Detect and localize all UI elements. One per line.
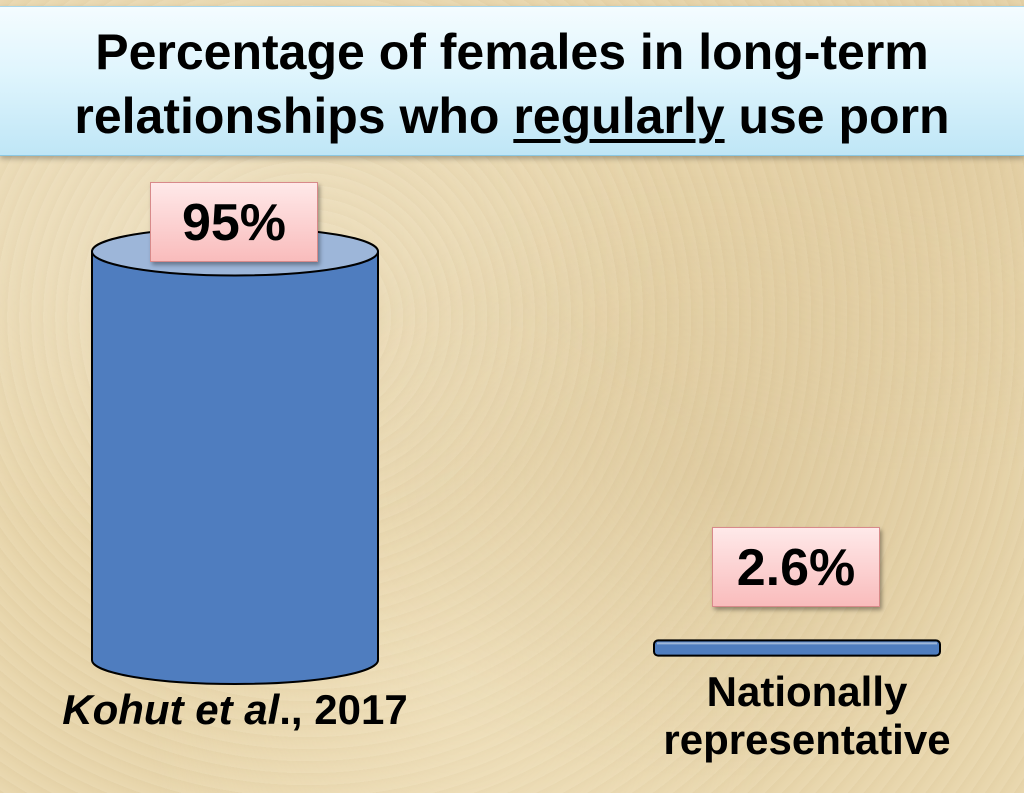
chart-title-text-a: relationships who xyxy=(74,88,514,144)
bar-national xyxy=(653,639,941,657)
bar-body-kohut xyxy=(91,250,379,685)
chart-title-emphasis: regularly xyxy=(513,88,725,144)
bar-kohut xyxy=(91,226,379,685)
category-label-national-line-0: Nationally xyxy=(706,668,908,715)
value-label-national: 2.6% xyxy=(712,527,880,607)
category-label-national: Nationally representative xyxy=(587,668,1024,764)
chart-title-line-1: Percentage of females in long-term xyxy=(95,24,929,80)
category-label-kohut-part-0: Kohut et al xyxy=(62,686,280,733)
category-label-kohut-part-1: ., 2017 xyxy=(279,686,408,733)
category-label-kohut: Kohut et al., 2017 xyxy=(0,686,475,734)
chart-title-text-b: use porn xyxy=(724,88,950,144)
value-label-kohut: 95% xyxy=(150,181,318,262)
chart-title-line-2: relationships who regularly use porn xyxy=(0,87,1024,145)
title-banner: Percentage of females in long-term relat… xyxy=(0,6,1024,156)
category-label-national-line-1: representative xyxy=(663,716,951,763)
